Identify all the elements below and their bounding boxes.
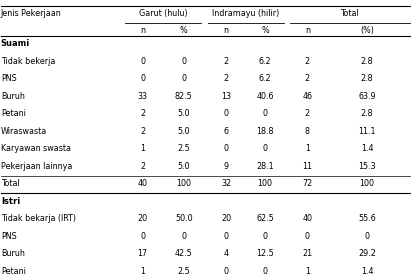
Text: 2: 2 [140, 127, 145, 136]
Text: Istri: Istri [1, 197, 20, 206]
Text: 17: 17 [138, 249, 148, 258]
Text: 11.1: 11.1 [358, 127, 376, 136]
Text: Suami: Suami [1, 40, 30, 48]
Text: 9: 9 [224, 162, 229, 171]
Text: 20: 20 [221, 214, 231, 223]
Text: 2: 2 [305, 109, 310, 118]
Text: 40: 40 [302, 214, 312, 223]
Text: Buruh: Buruh [1, 92, 25, 101]
Text: 0: 0 [224, 109, 229, 118]
Text: n: n [224, 26, 229, 35]
Text: 5.0: 5.0 [178, 162, 190, 171]
Text: 40.6: 40.6 [256, 92, 274, 101]
Text: 0: 0 [263, 232, 268, 241]
Text: 2: 2 [305, 75, 310, 83]
Text: 6.2: 6.2 [259, 57, 271, 66]
Text: 4: 4 [224, 249, 229, 258]
Text: 5.0: 5.0 [178, 109, 190, 118]
Text: 21: 21 [302, 249, 312, 258]
Text: Pekerjaan lainnya: Pekerjaan lainnya [1, 162, 72, 171]
Text: 32: 32 [221, 179, 231, 188]
Text: 2.8: 2.8 [361, 109, 373, 118]
Text: 11: 11 [302, 162, 312, 171]
Text: 2: 2 [224, 75, 229, 83]
Text: 0: 0 [224, 266, 229, 275]
Text: 28.1: 28.1 [256, 162, 274, 171]
Text: 1: 1 [305, 144, 310, 153]
Text: 0: 0 [224, 232, 229, 241]
Text: 0: 0 [305, 232, 310, 241]
Text: 5.0: 5.0 [178, 127, 190, 136]
Text: 0: 0 [140, 57, 145, 66]
Text: 100: 100 [360, 179, 374, 188]
Text: %: % [261, 26, 269, 35]
Text: 46: 46 [302, 92, 312, 101]
Text: 0: 0 [263, 266, 268, 275]
Text: n: n [140, 26, 145, 35]
Text: 1.4: 1.4 [361, 266, 373, 275]
Text: 18.8: 18.8 [256, 127, 274, 136]
Text: Total: Total [340, 9, 359, 18]
Text: 2.8: 2.8 [361, 57, 373, 66]
Text: 1: 1 [140, 144, 145, 153]
Text: Tidak bekerja: Tidak bekerja [1, 57, 55, 66]
Text: 42.5: 42.5 [175, 249, 193, 258]
Text: 2.8: 2.8 [361, 75, 373, 83]
Text: Garut (hulu): Garut (hulu) [139, 9, 187, 18]
Text: PNS: PNS [1, 75, 16, 83]
Text: 2: 2 [140, 109, 145, 118]
Text: 2: 2 [224, 57, 229, 66]
Text: Tidak bekarja (IRT): Tidak bekarja (IRT) [1, 214, 76, 223]
Text: 2: 2 [140, 162, 145, 171]
Text: 62.5: 62.5 [256, 214, 274, 223]
Text: 0: 0 [140, 75, 145, 83]
Text: 8: 8 [305, 127, 310, 136]
Text: PNS: PNS [1, 232, 16, 241]
Text: 1: 1 [140, 266, 145, 275]
Text: Buruh: Buruh [1, 249, 25, 258]
Text: 100: 100 [258, 179, 272, 188]
Text: 0: 0 [181, 232, 186, 241]
Text: 2.5: 2.5 [177, 266, 190, 275]
Text: 0: 0 [224, 144, 229, 153]
Text: Indramayu (hilir): Indramayu (hilir) [212, 9, 279, 18]
Text: 1.4: 1.4 [361, 144, 373, 153]
Text: 0: 0 [263, 144, 268, 153]
Text: 20: 20 [138, 214, 148, 223]
Text: 13: 13 [221, 92, 231, 101]
Text: Petani: Petani [1, 266, 26, 275]
Text: Jenis Pekerjaan: Jenis Pekerjaan [1, 9, 62, 18]
Text: 6: 6 [224, 127, 229, 136]
Text: 1: 1 [305, 266, 310, 275]
Text: 2: 2 [305, 57, 310, 66]
Text: 29.2: 29.2 [358, 249, 376, 258]
Text: 63.9: 63.9 [358, 92, 376, 101]
Text: 6.2: 6.2 [259, 75, 271, 83]
Text: 100: 100 [176, 179, 191, 188]
Text: 82.5: 82.5 [175, 92, 193, 101]
Text: %: % [180, 26, 187, 35]
Text: 33: 33 [138, 92, 148, 101]
Text: Karyawan swasta: Karyawan swasta [1, 144, 71, 153]
Text: (%): (%) [360, 26, 374, 35]
Text: 0: 0 [181, 75, 186, 83]
Text: 40: 40 [138, 179, 148, 188]
Text: n: n [305, 26, 310, 35]
Text: 0: 0 [181, 57, 186, 66]
Text: 12.5: 12.5 [256, 249, 274, 258]
Text: 0: 0 [365, 232, 369, 241]
Text: 72: 72 [302, 179, 312, 188]
Text: 15.3: 15.3 [358, 162, 376, 171]
Text: Petani: Petani [1, 109, 26, 118]
Text: 0: 0 [263, 109, 268, 118]
Text: Total: Total [1, 179, 20, 188]
Text: Wiraswasta: Wiraswasta [1, 127, 47, 136]
Text: 50.0: 50.0 [175, 214, 192, 223]
Text: 0: 0 [140, 232, 145, 241]
Text: 55.6: 55.6 [358, 214, 376, 223]
Text: 2.5: 2.5 [177, 144, 190, 153]
